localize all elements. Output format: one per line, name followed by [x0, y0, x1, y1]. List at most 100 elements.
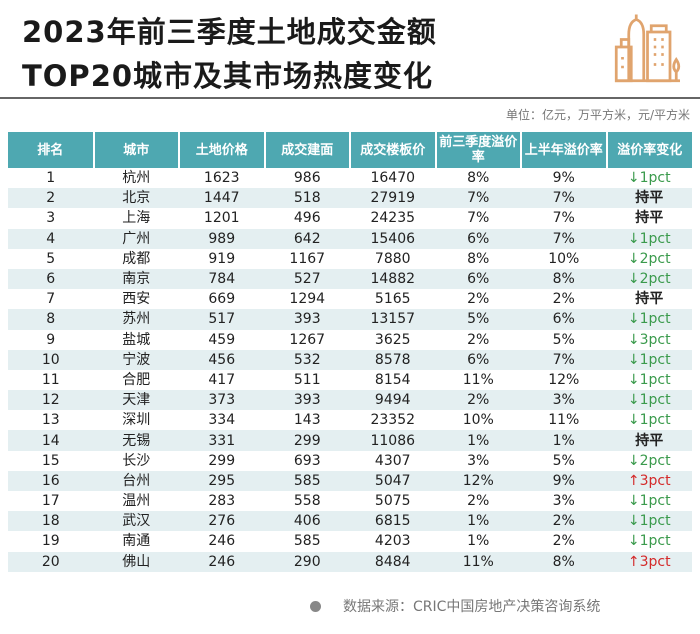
cell-premium-change: ↓1pct — [606, 390, 692, 411]
cell-floor-area: 511 — [293, 371, 321, 388]
cell-h1-premium: 8% — [521, 551, 607, 572]
cell-h1-premium: 8% — [521, 268, 607, 290]
cell-h1-premium: 5% — [552, 331, 575, 348]
cell-rank: 20 — [8, 551, 94, 572]
table-row: 20 佛山 246 290 8484 11% 8% ↑3pct — [8, 551, 692, 572]
cell-premium-change: 持平 — [635, 291, 664, 308]
cell-floor-price: 9494 — [350, 390, 436, 411]
cell-land-price: 784 — [179, 268, 265, 290]
cell-premium-change: ↓2pct — [606, 268, 692, 290]
cell-q3-premium: 8% — [467, 250, 490, 267]
cell-rank: 19 — [41, 533, 60, 550]
cell-q3-premium: 6% — [435, 349, 521, 370]
cell-floor-area: 642 — [264, 228, 350, 249]
cell-h1-premium: 9% — [521, 470, 607, 491]
cell-q3-premium: 1% — [435, 511, 521, 532]
cell-h1-premium: 10% — [548, 250, 580, 267]
cell-city: 北京 — [93, 188, 179, 209]
table-row: 18 武汉 276 406 6815 1% 2% ↓1pct — [8, 511, 692, 532]
cell-q3-premium: 6% — [435, 228, 521, 249]
table-row: 11 合肥 417 511 8154 11% 12% ↓1pct — [8, 370, 692, 390]
cell-q3-premium: 11% — [462, 371, 494, 388]
cell-h1-premium: 7% — [521, 188, 607, 209]
cell-q3-premium: 2% — [467, 493, 490, 510]
table-row: 17 温州 283 558 5075 2% 3% ↓1pct — [8, 491, 692, 511]
header-premium-change: 溢价率变化 — [605, 132, 692, 168]
cell-city: 盐城 — [122, 331, 151, 348]
table-row: 7 西安 669 1294 5165 2% 2% 持平 — [8, 289, 692, 309]
cell-premium-change: ↓1pct — [627, 533, 671, 550]
cell-floor-area: 558 — [293, 493, 321, 510]
cell-city: 南通 — [122, 533, 151, 550]
cell-h1-premium: 7% — [521, 228, 607, 249]
cell-floor-area: 986 — [293, 170, 321, 187]
cell-city: 佛山 — [93, 551, 179, 572]
cell-land-price: 373 — [179, 390, 265, 411]
cell-q3-premium: 1% — [435, 430, 521, 451]
cell-rank: 14 — [8, 430, 94, 451]
cell-premium-change: 持平 — [606, 188, 692, 209]
cell-city: 天津 — [93, 390, 179, 411]
table-row: 13 深圳 334 143 23352 10% 11% ↓1pct — [8, 410, 692, 430]
cell-floor-price: 8154 — [374, 371, 411, 388]
cell-land-price: 517 — [179, 309, 265, 330]
cell-h1-premium: 7% — [521, 349, 607, 370]
cell-h1-premium: 2% — [552, 533, 575, 550]
cell-land-price: 919 — [208, 250, 236, 267]
cell-floor-price: 8484 — [350, 551, 436, 572]
table-row: 8 苏州 517 393 13157 5% 6% ↓1pct — [8, 309, 692, 330]
table-row: 6 南京 784 527 14882 6% 8% ↓2pct — [8, 268, 692, 290]
cell-floor-area: 1267 — [289, 331, 326, 348]
cell-rank: 6 — [8, 268, 94, 290]
table-row: 15 长沙 299 693 4307 3% 5% ↓2pct — [8, 451, 692, 471]
cell-floor-price: 5047 — [350, 470, 436, 491]
cell-q3-premium: 1% — [467, 533, 490, 550]
cell-rank: 5 — [46, 250, 56, 267]
cell-land-price: 246 — [179, 551, 265, 572]
cell-q3-premium: 2% — [467, 291, 490, 308]
cell-q3-premium: 10% — [462, 412, 494, 429]
cell-land-price: 459 — [208, 331, 236, 348]
title-divider — [0, 97, 700, 99]
data-source-text: 数据来源：CRIC中国房地产决策咨询系统 — [343, 599, 601, 615]
cell-land-price: 669 — [208, 291, 236, 308]
cell-floor-area: 143 — [293, 412, 321, 429]
cell-floor-area: 518 — [264, 188, 350, 209]
header-h1-premium: 上半年溢价率 — [520, 132, 607, 168]
cell-q3-premium: 5% — [435, 309, 521, 330]
data-source: 数据来源：CRIC中国房地产决策咨询系统 — [310, 596, 600, 616]
cell-q3-premium: 3% — [467, 452, 490, 469]
table-row: 12 天津 373 393 9494 2% 3% ↓1pct — [8, 390, 692, 411]
cell-floor-area: 290 — [264, 551, 350, 572]
cell-floor-price: 4307 — [374, 452, 411, 469]
header-city: 城市 — [92, 132, 179, 168]
cell-floor-price: 7880 — [374, 250, 411, 267]
cell-land-price: 1201 — [203, 210, 240, 227]
city-buildings-icon — [614, 14, 681, 83]
cell-city: 台州 — [93, 470, 179, 491]
cell-floor-area: 393 — [264, 309, 350, 330]
cell-floor-price: 8578 — [350, 349, 436, 370]
cell-premium-change: ↓1pct — [606, 511, 692, 532]
cell-h1-premium: 7% — [552, 210, 575, 227]
header-floor-area: 成交建面 — [263, 132, 350, 168]
cell-city: 长沙 — [122, 452, 151, 469]
cell-floor-price: 16470 — [370, 170, 416, 187]
cell-floor-area: 496 — [293, 210, 321, 227]
cell-premium-change: ↓3pct — [627, 331, 671, 348]
cell-h1-premium: 6% — [521, 309, 607, 330]
cell-city: 成都 — [122, 250, 151, 267]
cell-q3-premium: 8% — [467, 170, 490, 187]
cell-premium-change: 持平 — [635, 210, 664, 227]
cell-floor-area: 406 — [264, 511, 350, 532]
cell-floor-price: 5075 — [374, 493, 411, 510]
cell-h1-premium: 2% — [521, 511, 607, 532]
cell-floor-price: 23352 — [370, 412, 416, 429]
cell-premium-change: ↑3pct — [606, 551, 692, 572]
cell-rank: 15 — [41, 452, 60, 469]
table-row: 2 北京 1447 518 27919 7% 7% 持平 — [8, 188, 692, 209]
cell-land-price: 334 — [208, 412, 236, 429]
cell-city: 深圳 — [122, 412, 151, 429]
cell-city: 合肥 — [122, 371, 151, 388]
header-land-price: 土地价格 — [178, 132, 265, 168]
